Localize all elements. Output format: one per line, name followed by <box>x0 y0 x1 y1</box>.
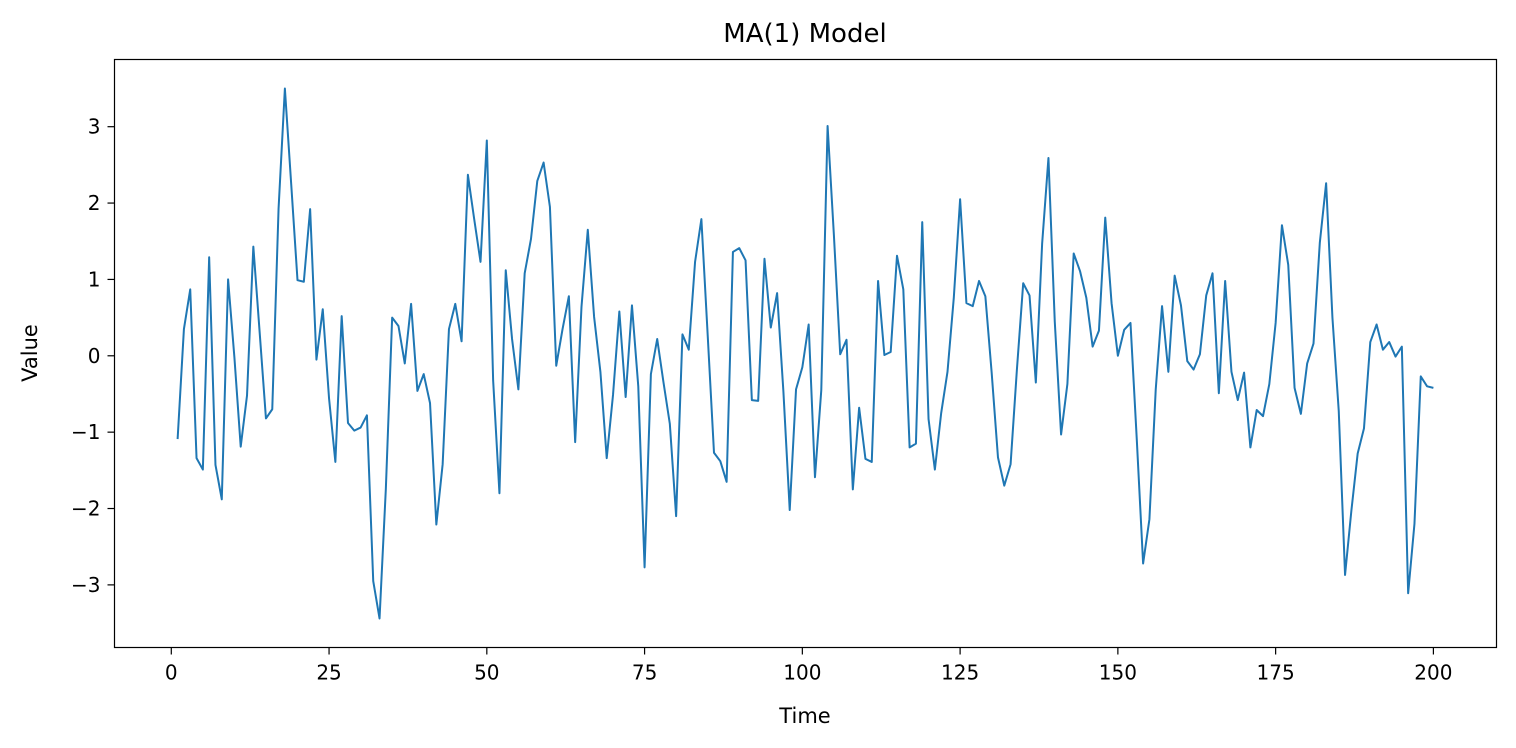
y-axis-label: Value <box>18 324 42 382</box>
y-tick-label: −1 <box>71 420 100 444</box>
x-tick-label: 50 <box>474 661 499 685</box>
x-tick-label: 100 <box>783 661 821 685</box>
x-axis: 0 25 50 75 100 125 150 175 200 <box>165 647 1452 685</box>
x-tick-label: 200 <box>1414 661 1452 685</box>
chart-title: MA(1) Model <box>723 19 886 49</box>
y-tick-label: −3 <box>71 573 100 597</box>
y-tick-label: 3 <box>88 115 101 139</box>
plot-area <box>176 87 1434 620</box>
x-tick-label: 125 <box>941 661 979 685</box>
x-tick-label: 75 <box>632 661 657 685</box>
y-tick-label: −2 <box>71 497 100 521</box>
x-axis-label: Time <box>778 704 830 728</box>
y-tick-label: 2 <box>88 191 101 215</box>
y-tick-label: 0 <box>88 344 101 368</box>
x-tick-label: 0 <box>165 661 178 685</box>
y-tick-label: 1 <box>88 267 101 291</box>
plot-frame <box>113 58 1498 649</box>
x-tick-label: 175 <box>1257 661 1295 685</box>
x-tick-label: 150 <box>1099 661 1137 685</box>
series-line <box>176 87 1434 620</box>
x-tick-label: 25 <box>316 661 341 685</box>
y-axis: −3 −2 −1 0 1 2 3 <box>71 115 115 597</box>
